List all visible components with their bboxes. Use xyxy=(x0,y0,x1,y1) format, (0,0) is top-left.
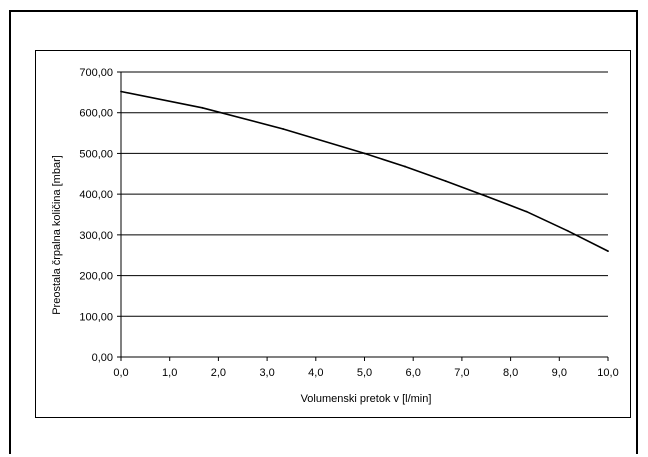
x-tick-labels: 0,0 1,0 2,0 3,0 4,0 5,0 6,0 7,0 8,0 9,0 10,0 xyxy=(113,367,618,379)
y-tick-label: 500,00 xyxy=(79,148,113,160)
x-tick-label: 3,0 xyxy=(259,367,274,379)
data-point xyxy=(120,90,122,93)
x-tick-label: 6,0 xyxy=(406,367,421,379)
data-point xyxy=(485,195,488,198)
y-tick-label: 300,00 xyxy=(79,230,113,242)
figure-frame xyxy=(9,10,638,454)
x-tick-label: 4,0 xyxy=(308,367,323,379)
x-axis-title: Volumenski pretok v [l/min] xyxy=(301,393,432,405)
x-tick-label: 8,0 xyxy=(503,367,518,379)
y-tick-label: 400,00 xyxy=(79,189,113,201)
y-tick-label: 700,00 xyxy=(79,67,113,79)
x-tick-label: 10,0 xyxy=(597,367,618,379)
x-tick-label: 5,0 xyxy=(357,367,372,379)
data-point xyxy=(607,250,609,253)
data-point xyxy=(282,128,285,130)
axes xyxy=(117,71,609,361)
x-tick-label: 1,0 xyxy=(162,367,177,379)
data-point xyxy=(201,106,204,109)
data-point xyxy=(444,180,447,183)
y-tick-labels: 0,00 100,00 200,00 300,00 400,00 500,00 600,00… xyxy=(79,67,113,364)
y-tick-label: 600,00 xyxy=(79,108,113,120)
series-group xyxy=(120,90,609,253)
x-tick-label: 0,0 xyxy=(113,367,128,379)
y-tick-label: 100,00 xyxy=(79,311,113,323)
x-tick-label: 7,0 xyxy=(454,367,469,379)
y-tick-label: 0,00 xyxy=(92,352,113,364)
data-point xyxy=(566,229,569,232)
x-tick-label: 2,0 xyxy=(211,367,226,379)
series-line xyxy=(120,90,609,252)
y-tick-label: 200,00 xyxy=(79,271,113,283)
data-point xyxy=(404,165,406,168)
chart-frame xyxy=(35,50,631,418)
gridlines xyxy=(121,71,608,317)
y-axis-title: Preostala črpalna količina [mbar] xyxy=(51,155,63,315)
data-point xyxy=(525,210,528,213)
data-point xyxy=(363,152,366,155)
x-tick-label: 9,0 xyxy=(552,367,567,379)
